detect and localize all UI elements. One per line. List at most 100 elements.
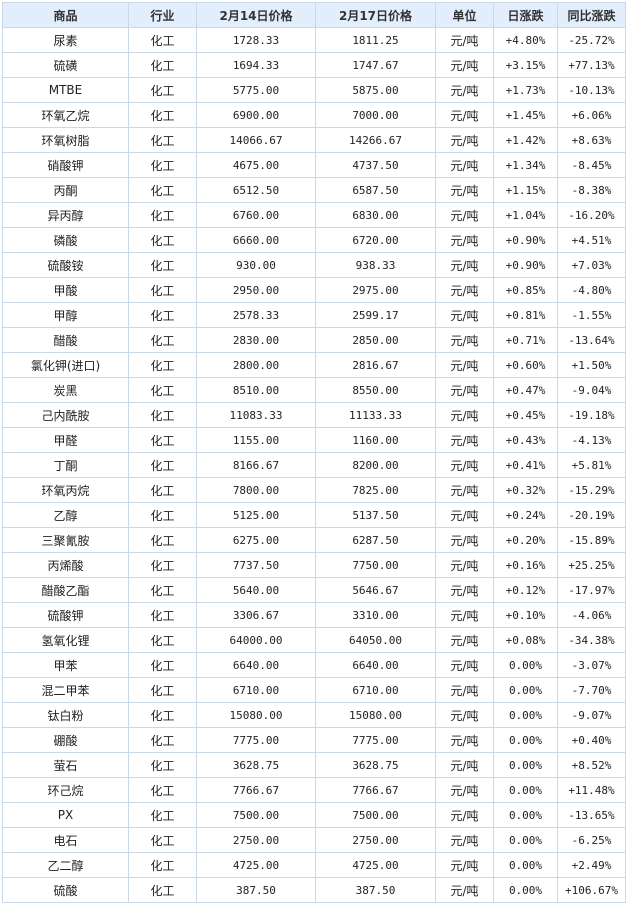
commodity-name-link[interactable]: 环氧丙烷 xyxy=(2,477,129,503)
commodity-name-link[interactable]: 磷酸 xyxy=(2,227,129,253)
industry-cell: 化工 xyxy=(128,102,197,128)
yoy-change-cell: -3.07% xyxy=(557,652,626,678)
commodity-name-link[interactable]: 醋酸乙酯 xyxy=(2,577,129,603)
yoy-change-cell: +77.13% xyxy=(557,52,626,78)
commodity-name-link[interactable]: 己内酰胺 xyxy=(2,402,129,428)
unit-cell: 元/吨 xyxy=(435,277,494,303)
table-row: 萤石 化工 3628.75 3628.75 元/吨 0.00% +8.52% xyxy=(2,752,626,778)
table-row: 混二甲苯 化工 6710.00 6710.00 元/吨 0.00% -7.70% xyxy=(2,677,626,703)
industry-cell: 化工 xyxy=(128,552,197,578)
unit-cell: 元/吨 xyxy=(435,827,494,853)
commodity-name-link[interactable]: 炭黑 xyxy=(2,377,129,403)
commodity-name-link[interactable]: 环氧乙烷 xyxy=(2,102,129,128)
commodity-name-link[interactable]: 混二甲苯 xyxy=(2,677,129,703)
commodity-name-link[interactable]: 异丙醇 xyxy=(2,202,129,228)
commodity-name-link[interactable]: 硝酸钾 xyxy=(2,152,129,178)
unit-cell: 元/吨 xyxy=(435,327,494,353)
header-unit[interactable]: 单位 xyxy=(435,2,494,28)
daily-change-cell: +1.73% xyxy=(493,77,558,103)
price-feb17-cell: 5875.00 xyxy=(315,77,436,103)
commodity-name-link[interactable]: 电石 xyxy=(2,827,129,853)
daily-change-cell: +0.10% xyxy=(493,602,558,628)
commodity-name-link[interactable]: 萤石 xyxy=(2,752,129,778)
yoy-change-cell: +0.40% xyxy=(557,727,626,753)
commodity-name-link[interactable]: 硫酸铵 xyxy=(2,252,129,278)
price-feb17-cell: 8200.00 xyxy=(315,452,436,478)
commodity-name-link[interactable]: 乙二醇 xyxy=(2,852,129,878)
table-row: 硫磺 化工 1694.33 1747.67 元/吨 +3.15% +77.13% xyxy=(2,52,626,78)
unit-cell: 元/吨 xyxy=(435,177,494,203)
industry-cell: 化工 xyxy=(128,752,197,778)
commodity-name-link[interactable]: 硼酸 xyxy=(2,727,129,753)
commodity-name-link[interactable]: 硫酸钾 xyxy=(2,602,129,628)
commodity-name-link[interactable]: 丙酮 xyxy=(2,177,129,203)
commodity-name-link[interactable]: 甲苯 xyxy=(2,652,129,678)
daily-change-cell: +0.45% xyxy=(493,402,558,428)
industry-cell: 化工 xyxy=(128,252,197,278)
price-feb17-cell: 1160.00 xyxy=(315,427,436,453)
price-feb14-cell: 1155.00 xyxy=(196,427,316,453)
yoy-change-cell: -13.64% xyxy=(557,327,626,353)
table-row: 硝酸钾 化工 4675.00 4737.50 元/吨 +1.34% -8.45% xyxy=(2,152,626,178)
header-name[interactable]: 商品 xyxy=(2,2,129,28)
commodity-name-link[interactable]: 丁酮 xyxy=(2,452,129,478)
header-price-feb14[interactable]: 2月14日价格 xyxy=(196,2,316,28)
price-feb14-cell: 6760.00 xyxy=(196,202,316,228)
table-row: 丁酮 化工 8166.67 8200.00 元/吨 +0.41% +5.81% xyxy=(2,452,626,478)
price-feb17-cell: 938.33 xyxy=(315,252,436,278)
commodity-name-link[interactable]: 环氧树脂 xyxy=(2,127,129,153)
table-row: 己内酰胺 化工 11083.33 11133.33 元/吨 +0.45% -19.18% xyxy=(2,402,626,428)
unit-cell: 元/吨 xyxy=(435,577,494,603)
price-feb14-cell: 6275.00 xyxy=(196,527,316,553)
commodity-name-link[interactable]: 丙烯酸 xyxy=(2,552,129,578)
commodity-name-link[interactable]: 乙醇 xyxy=(2,502,129,528)
price-feb17-cell: 14266.67 xyxy=(315,127,436,153)
daily-change-cell: +0.71% xyxy=(493,327,558,353)
price-feb17-cell: 2850.00 xyxy=(315,327,436,353)
daily-change-cell: 0.00% xyxy=(493,702,558,728)
price-feb14-cell: 6660.00 xyxy=(196,227,316,253)
price-feb17-cell: 2599.17 xyxy=(315,302,436,328)
price-feb17-cell: 5137.50 xyxy=(315,502,436,528)
header-industry[interactable]: 行业 xyxy=(128,2,197,28)
price-feb17-cell: 15080.00 xyxy=(315,702,436,728)
table-row: 醋酸乙酯 化工 5640.00 5646.67 元/吨 +0.12% -17.97% xyxy=(2,577,626,603)
commodity-name-link[interactable]: 氯化钾(进口) xyxy=(2,352,129,378)
header-daily-change[interactable]: 日涨跌 xyxy=(493,2,558,28)
commodity-name-link[interactable]: 甲醛 xyxy=(2,427,129,453)
yoy-change-cell: -25.72% xyxy=(557,27,626,53)
table-row: 硫酸铵 化工 930.00 938.33 元/吨 +0.90% +7.03% xyxy=(2,252,626,278)
price-feb14-cell: 7766.67 xyxy=(196,777,316,803)
industry-cell: 化工 xyxy=(128,277,197,303)
header-price-feb17[interactable]: 2月17日价格 xyxy=(315,2,436,28)
commodity-name-link[interactable]: 钛白粉 xyxy=(2,702,129,728)
commodity-name-link[interactable]: 甲酸 xyxy=(2,277,129,303)
commodity-name-link[interactable]: 氢氧化锂 xyxy=(2,627,129,653)
commodity-name-link[interactable]: 硫酸 xyxy=(2,877,129,903)
commodity-name-link[interactable]: 三聚氰胺 xyxy=(2,527,129,553)
commodity-name-link[interactable]: PX xyxy=(2,802,129,828)
industry-cell: 化工 xyxy=(128,852,197,878)
unit-cell: 元/吨 xyxy=(435,477,494,503)
commodity-name-link[interactable]: 甲醇 xyxy=(2,302,129,328)
commodity-name-link[interactable]: 尿素 xyxy=(2,27,129,53)
price-feb17-cell: 387.50 xyxy=(315,877,436,903)
header-yoy-change[interactable]: 同比涨跌 xyxy=(557,2,626,28)
commodity-name-link[interactable]: MTBE xyxy=(2,77,129,103)
daily-change-cell: +3.15% xyxy=(493,52,558,78)
daily-change-cell: +1.45% xyxy=(493,102,558,128)
table-row: 氢氧化锂 化工 64000.00 64050.00 元/吨 +0.08% -34.38% xyxy=(2,627,626,653)
price-feb17-cell: 2975.00 xyxy=(315,277,436,303)
price-feb17-cell: 6587.50 xyxy=(315,177,436,203)
price-feb14-cell: 1694.33 xyxy=(196,52,316,78)
yoy-change-cell: +8.52% xyxy=(557,752,626,778)
industry-cell: 化工 xyxy=(128,802,197,828)
price-feb17-cell: 4725.00 xyxy=(315,852,436,878)
unit-cell: 元/吨 xyxy=(435,52,494,78)
commodity-name-link[interactable]: 环己烷 xyxy=(2,777,129,803)
commodity-name-link[interactable]: 醋酸 xyxy=(2,327,129,353)
industry-cell: 化工 xyxy=(128,602,197,628)
industry-cell: 化工 xyxy=(128,227,197,253)
unit-cell: 元/吨 xyxy=(435,502,494,528)
commodity-name-link[interactable]: 硫磺 xyxy=(2,52,129,78)
